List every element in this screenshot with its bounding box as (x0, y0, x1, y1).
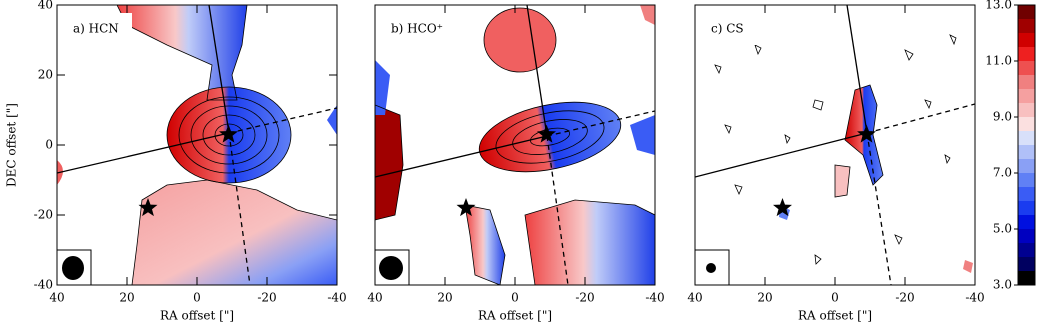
title-box (67, 13, 132, 45)
beam (379, 256, 403, 280)
colorbar-segment (1018, 19, 1035, 33)
beam (706, 263, 716, 273)
colorbar-segment (1018, 271, 1035, 285)
x-tick-label: -20 (895, 291, 914, 305)
colorbar-segment (1018, 243, 1035, 257)
panel-b-map (374, 4, 656, 286)
panel-title: a) HCN (73, 22, 119, 36)
colorbar-segment (1018, 117, 1035, 131)
colorbar-segment (1018, 257, 1035, 271)
x-tick-label: -20 (257, 291, 276, 305)
colorbar-frame (1017, 4, 1036, 286)
colorbar-tick-label: 11.0 (985, 54, 1012, 68)
colorbar-segment (1018, 75, 1035, 89)
star-marker (857, 124, 876, 143)
colorbar-tick-label: 9.0 (993, 110, 1012, 124)
x-axis-label: RA offset ["] (160, 309, 234, 323)
x-tick-label: -20 (575, 291, 594, 305)
x-tick-label: -40 (645, 291, 664, 305)
y-tick-label: -20 (34, 208, 53, 222)
y-axis-label: DEC offset ["] (5, 103, 19, 187)
plot-frame (694, 4, 976, 286)
panel-title: b) HCO⁺ (391, 22, 443, 36)
colorbar-segment (1018, 173, 1035, 187)
y-tick-label: -40 (34, 278, 53, 292)
x-tick-label: 40 (367, 291, 382, 305)
colorbar-tick-label: 5.0 (993, 222, 1012, 236)
x-tick-label: 40 (687, 291, 702, 305)
star-marker (456, 198, 476, 217)
colorbar-tick-label: 13.0 (985, 0, 1012, 12)
x-tick-label: -40 (327, 291, 346, 305)
x-tick-label: 0 (831, 291, 839, 305)
title-box (385, 13, 457, 45)
x-tick-label: 0 (193, 291, 201, 305)
star-marker (138, 198, 158, 217)
panel-c-map (694, 4, 976, 286)
colorbar-segment (1018, 61, 1035, 75)
star-marker (537, 124, 556, 143)
colorbar-segment (1018, 5, 1035, 19)
star-marker (219, 124, 238, 143)
colorbar-tick-label: 3.0 (993, 278, 1012, 292)
colorbar-segment (1018, 145, 1035, 159)
x-tick-label: 20 (757, 291, 772, 305)
colorbar-segment (1018, 47, 1035, 61)
colorbar-segment (1018, 33, 1035, 47)
x-tick-label: 20 (437, 291, 452, 305)
colorbar-tick-label: 7.0 (993, 166, 1012, 180)
x-tick-label: 40 (49, 291, 64, 305)
x-axis-label: RA offset ["] (798, 309, 872, 323)
title-box (705, 13, 760, 45)
colorbar-segment (1018, 103, 1035, 117)
x-axis-label: RA offset ["] (478, 309, 552, 323)
colorbar-segment (1018, 89, 1035, 103)
y-tick-label: 0 (45, 138, 53, 152)
colorbar-segment (1018, 187, 1035, 201)
colorbar-segment (1018, 215, 1035, 229)
colorbar-segment (1018, 131, 1035, 145)
star-marker (773, 198, 792, 217)
x-tick-label: 20 (119, 291, 134, 305)
beam (62, 256, 84, 280)
colorbar-segment (1018, 159, 1035, 173)
y-tick-label: 40 (38, 0, 53, 12)
x-tick-label: -40 (965, 291, 984, 305)
x-tick-label: 0 (511, 291, 519, 305)
panel-a-map (56, 4, 338, 286)
colorbar-segment (1018, 201, 1035, 215)
panel-title: c) CS (711, 22, 744, 36)
y-tick-label: 20 (38, 68, 53, 82)
colorbar-segment (1018, 229, 1035, 243)
